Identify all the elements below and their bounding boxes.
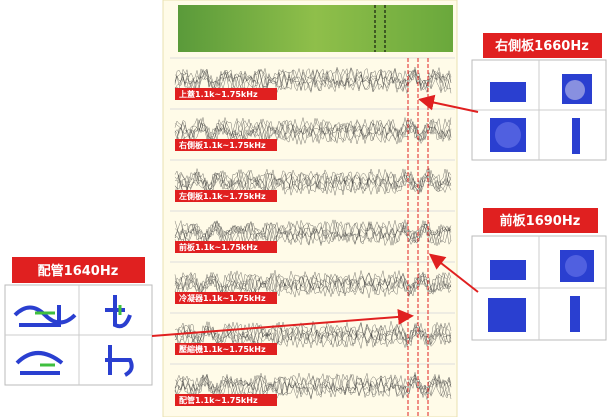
heatmap bbox=[178, 5, 453, 52]
callout-label: 前板1690Hz bbox=[500, 213, 581, 229]
panel-label: 前板1.1k~1.75kHz bbox=[179, 242, 258, 252]
mode-thumbnails bbox=[472, 60, 606, 160]
panel-label: 右側板1.1k~1.75kHz bbox=[178, 140, 266, 150]
mode-thumbnails bbox=[472, 236, 606, 340]
panel-label: 壓縮機1.1k~1.75kHz bbox=[179, 344, 266, 354]
callout-label: 配管1640Hz bbox=[38, 263, 119, 279]
panel-label: 冷凝器1.1k~1.75kHz bbox=[179, 293, 266, 303]
mode-thumbnails bbox=[5, 285, 152, 385]
panel-label: 上蓋1.1k~1.75kHz bbox=[179, 89, 258, 99]
panel-label: 左側板1.1k~1.75kHz bbox=[178, 191, 266, 201]
figure: 上蓋1.1k~1.75kHz 右側板1.1k~1.75kHz 左側板1.1k~1.7… bbox=[0, 0, 608, 417]
panel-label: 配管1.1k~1.75kHz bbox=[179, 395, 258, 405]
callout-label: 右側板1660Hz bbox=[494, 38, 589, 54]
